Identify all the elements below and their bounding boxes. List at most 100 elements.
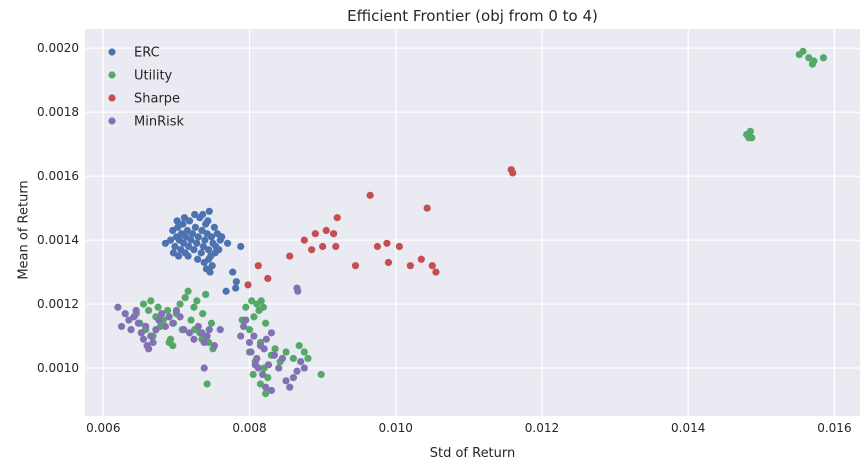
- data-point: [304, 354, 312, 363]
- legend: ERC Utility Sharpe MinRisk: [108, 46, 184, 130]
- data-point: [180, 239, 188, 247]
- data-point: [250, 313, 258, 321]
- data-point: [244, 281, 252, 289]
- data-point: [194, 233, 202, 241]
- data-point: [202, 290, 210, 299]
- data-point: [262, 335, 270, 343]
- data-point: [319, 242, 327, 251]
- y-tick-label: 0.0018: [37, 105, 79, 119]
- data-point: [139, 335, 148, 343]
- chart-title: Efficient Frontier (obj from 0 to 4): [347, 7, 598, 25]
- data-point: [249, 370, 257, 379]
- data-point: [295, 342, 303, 350]
- data-point: [271, 345, 279, 353]
- data-point: [333, 214, 341, 222]
- data-point: [223, 239, 232, 247]
- data-point: [250, 332, 258, 340]
- data-point: [179, 220, 187, 228]
- data-point: [147, 332, 155, 340]
- data-point: [165, 313, 173, 321]
- data-point: [417, 255, 425, 263]
- data-point: [211, 249, 219, 257]
- data-point: [300, 364, 308, 372]
- data-point: [257, 297, 265, 305]
- data-point: [248, 297, 256, 305]
- x-tick-labels: 0.006 0.008 0.010 0.012 0.014 0.016: [86, 421, 851, 435]
- legend-marker: [108, 48, 116, 56]
- data-point: [190, 335, 198, 343]
- data-point: [205, 326, 213, 334]
- data-point: [746, 127, 754, 135]
- data-point: [169, 226, 177, 235]
- data-point: [799, 47, 807, 55]
- data-point: [200, 338, 208, 347]
- gridlines: [85, 29, 860, 416]
- data-point: [805, 54, 813, 62]
- data-point: [190, 246, 198, 254]
- data-point: [308, 246, 316, 254]
- data-point: [210, 342, 219, 350]
- data-point: [139, 300, 148, 308]
- data-point: [169, 249, 178, 257]
- data-point: [199, 310, 207, 318]
- data-point: [161, 239, 170, 247]
- data-point: [198, 226, 206, 235]
- series-sharpe: [244, 166, 517, 289]
- legend-label: ERC: [134, 46, 160, 61]
- data-point: [172, 306, 180, 315]
- y-tick-label: 0.0012: [37, 297, 79, 311]
- data-point: [351, 262, 360, 270]
- data-point: [267, 329, 276, 337]
- data-point: [286, 383, 294, 391]
- data-point: [171, 242, 179, 251]
- data-point: [254, 262, 262, 270]
- data-point: [164, 306, 172, 315]
- data-point: [261, 319, 270, 327]
- data-point: [182, 233, 190, 241]
- data-point: [158, 310, 166, 318]
- data-point: [127, 326, 135, 334]
- data-point: [216, 326, 224, 334]
- data-point: [222, 287, 230, 295]
- data-point: [165, 338, 173, 347]
- data-point: [242, 303, 250, 311]
- data-point: [247, 348, 255, 356]
- data-point: [289, 374, 297, 382]
- data-point: [145, 345, 153, 353]
- data-point: [253, 354, 261, 363]
- x-tick-label: 0.006: [86, 421, 120, 435]
- data-point: [509, 169, 517, 177]
- data-point: [322, 226, 330, 235]
- legend-marker: [108, 117, 116, 125]
- data-point: [200, 364, 208, 372]
- legend-label: MinRisk: [134, 115, 184, 130]
- data-point: [161, 322, 170, 331]
- data-point: [373, 242, 382, 251]
- legend-marker: [108, 71, 116, 79]
- data-point: [264, 274, 272, 283]
- legend-label: Sharpe: [134, 92, 180, 107]
- data-point: [245, 326, 254, 334]
- data-point: [147, 297, 155, 305]
- data-point: [145, 306, 153, 315]
- data-point: [184, 252, 192, 260]
- data-point: [270, 351, 278, 359]
- data-point: [261, 390, 270, 398]
- plot-area: [85, 29, 860, 416]
- data-point: [137, 329, 145, 337]
- data-point: [203, 332, 211, 340]
- data-point: [432, 268, 440, 276]
- data-point: [154, 303, 162, 311]
- data-point: [152, 326, 160, 334]
- data-point: [142, 322, 150, 331]
- data-point: [207, 319, 216, 327]
- data-point: [210, 223, 219, 231]
- data-point: [286, 252, 294, 260]
- data-point: [149, 338, 157, 347]
- data-point: [251, 361, 259, 369]
- data-point: [184, 287, 192, 295]
- data-point: [278, 354, 287, 363]
- data-point: [185, 217, 194, 225]
- data-point: [132, 306, 140, 315]
- data-point: [183, 226, 191, 235]
